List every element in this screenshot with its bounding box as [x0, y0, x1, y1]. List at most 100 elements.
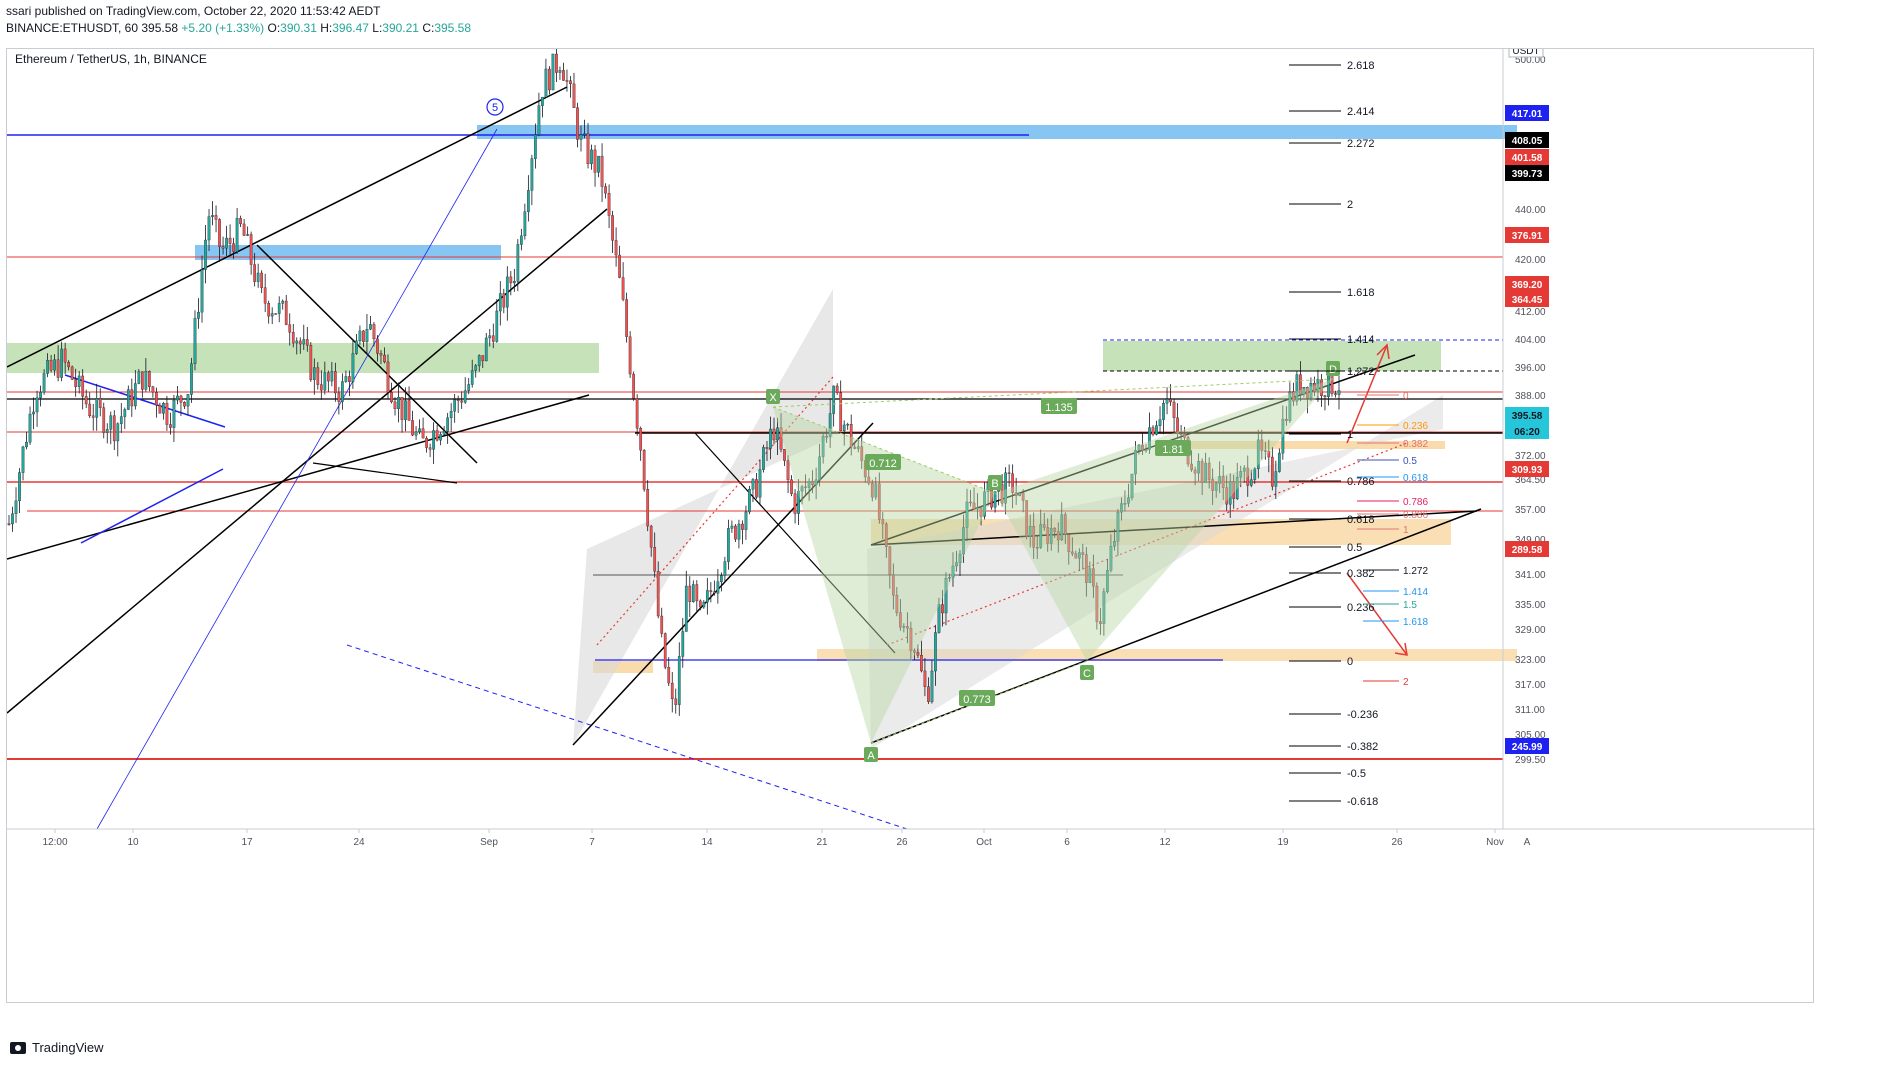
price-label-bg — [1505, 165, 1549, 181]
candle-body — [105, 429, 109, 433]
candle-body — [63, 348, 67, 363]
candle-body — [1246, 467, 1250, 486]
x-tick-label: Nov — [1486, 837, 1504, 848]
candle-body — [172, 399, 176, 428]
price-label: 401.58 — [1512, 153, 1543, 164]
x-tick-label: 12:00 — [42, 837, 67, 848]
candle-body — [1249, 479, 1253, 486]
open-label: O: — [267, 21, 281, 35]
candle-body — [39, 391, 42, 398]
candle-body — [1183, 434, 1186, 438]
candle-body — [856, 446, 860, 449]
close-label: C: — [422, 21, 435, 35]
candle-body — [972, 502, 976, 510]
candle-body — [421, 428, 425, 439]
harmonic-xab — [773, 407, 995, 743]
candle-body — [32, 411, 35, 415]
candle-body — [979, 507, 983, 517]
candle-body — [1074, 553, 1078, 559]
candle-body — [397, 397, 400, 409]
candle-body — [116, 423, 120, 442]
candle-body — [1193, 469, 1197, 474]
zone-green-left — [7, 343, 599, 373]
candle-body — [1113, 541, 1116, 547]
candle-body — [35, 397, 39, 413]
candle-body — [323, 372, 327, 391]
candle-body — [1235, 477, 1239, 499]
price-label: 376.91 — [1512, 231, 1543, 242]
candle-body — [7, 523, 11, 525]
candle-body — [53, 359, 56, 371]
candle-body — [779, 427, 783, 450]
candle-body — [439, 434, 442, 441]
candle-body — [28, 413, 32, 443]
candle-body — [1004, 472, 1007, 504]
candle-body — [765, 447, 769, 449]
price-label-bg — [1505, 276, 1549, 292]
candle-body — [1000, 484, 1004, 504]
x-tick-label: 6 — [1064, 837, 1070, 848]
fib-ret-label: 0.618 — [1403, 473, 1428, 484]
high-label: H: — [320, 21, 333, 35]
candle-body — [326, 372, 330, 382]
harmonic-bcd — [995, 379, 1333, 661]
candle-body — [411, 420, 414, 436]
candle-body — [481, 355, 485, 362]
candle-body — [769, 428, 772, 449]
candle-body — [695, 584, 699, 602]
candle-body — [800, 486, 804, 492]
candle-body — [453, 399, 457, 412]
candle-body — [390, 392, 393, 403]
price-label: 408.05 — [1512, 136, 1543, 147]
candle-body — [1081, 552, 1085, 555]
candle-body — [369, 324, 372, 330]
candle-body — [1127, 497, 1130, 504]
harmonic-ratio-bg — [959, 690, 995, 706]
candle-body — [270, 313, 274, 317]
candle-body — [463, 390, 467, 403]
price-label: 364.45 — [1512, 295, 1543, 306]
candle-body — [965, 501, 969, 528]
fib-ext-label: -0.5 — [1347, 768, 1366, 780]
candle-body — [267, 303, 271, 317]
candle-body — [151, 386, 155, 393]
chart-frame[interactable]: X A B C D 0.712 0.773 1.135 1.81 5 2.618 2.414 2.27… — [6, 48, 1815, 1004]
candle-body — [484, 337, 488, 362]
candle-body — [84, 396, 88, 405]
candle-body — [891, 574, 895, 596]
candle-body — [1070, 551, 1074, 554]
harmonic-ratio: 0.773 — [963, 694, 991, 706]
candle-body — [1263, 450, 1267, 452]
candle-body — [277, 303, 281, 314]
candle-body — [14, 500, 18, 514]
auto-scale-button[interactable]: A — [1524, 837, 1531, 848]
candle-body — [776, 427, 779, 441]
candle-body — [1302, 386, 1306, 395]
candle-body — [242, 223, 246, 236]
candle-body — [344, 376, 348, 382]
candle-body — [1253, 468, 1257, 480]
y-tick-label: 323.00 — [1515, 655, 1546, 666]
candle-body — [734, 525, 737, 540]
wave-label: 5 — [492, 102, 498, 114]
candle-body — [91, 415, 95, 418]
y-tick-label: 420.00 — [1515, 255, 1546, 266]
candle-body — [1025, 500, 1029, 537]
brand[interactable]: TradingView — [10, 1040, 104, 1055]
candle-body — [698, 600, 702, 608]
candle-body — [881, 519, 885, 525]
candle-body — [1137, 444, 1141, 451]
candle-body — [916, 652, 920, 656]
fib-ext-label: -0.618 — [1347, 796, 1378, 808]
candle-body — [1218, 476, 1222, 484]
candle-body — [797, 490, 800, 514]
candle-body — [1095, 585, 1099, 622]
fib-ext-small-label: 2 — [1403, 677, 1409, 688]
candle-body — [102, 407, 106, 433]
candle-body — [295, 340, 299, 344]
candle-body — [288, 324, 292, 333]
fib-ext-small-label: 1.414 — [1403, 587, 1428, 598]
candle-body — [348, 376, 351, 382]
brand-label: TradingView — [32, 1040, 104, 1055]
chart-svg[interactable]: X A B C D 0.712 0.773 1.135 1.81 5 2.618 2.414 2.27… — [7, 49, 1815, 1004]
